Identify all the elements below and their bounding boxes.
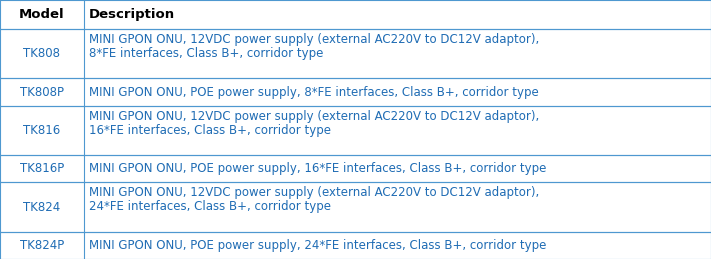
Text: TK808: TK808 bbox=[23, 47, 60, 60]
Text: MINI GPON ONU, POE power supply, 24*FE interfaces, Class B+, corridor type: MINI GPON ONU, POE power supply, 24*FE i… bbox=[89, 239, 546, 252]
Text: Model: Model bbox=[19, 8, 65, 21]
Text: 8*FE interfaces, Class B+, corridor type: 8*FE interfaces, Class B+, corridor type bbox=[89, 47, 324, 60]
Text: MINI GPON ONU, 12VDC power supply (external AC220V to DC12V adaptor),: MINI GPON ONU, 12VDC power supply (exter… bbox=[89, 110, 539, 123]
Text: MINI GPON ONU, POE power supply, 16*FE interfaces, Class B+, corridor type: MINI GPON ONU, POE power supply, 16*FE i… bbox=[89, 162, 546, 175]
Text: TK816P: TK816P bbox=[20, 162, 64, 175]
Text: MINI GPON ONU, 12VDC power supply (external AC220V to DC12V adaptor),: MINI GPON ONU, 12VDC power supply (exter… bbox=[89, 33, 539, 46]
Text: TK824P: TK824P bbox=[20, 239, 64, 252]
Text: TK816: TK816 bbox=[23, 124, 60, 137]
Text: TK824: TK824 bbox=[23, 200, 60, 213]
Text: MINI GPON ONU, POE power supply, 8*FE interfaces, Class B+, corridor type: MINI GPON ONU, POE power supply, 8*FE in… bbox=[89, 86, 539, 99]
Text: 24*FE interfaces, Class B+, corridor type: 24*FE interfaces, Class B+, corridor typ… bbox=[89, 200, 331, 213]
Text: MINI GPON ONU, 12VDC power supply (external AC220V to DC12V adaptor),: MINI GPON ONU, 12VDC power supply (exter… bbox=[89, 186, 539, 199]
Text: Description: Description bbox=[89, 8, 175, 21]
Text: TK808P: TK808P bbox=[20, 86, 64, 99]
Text: 16*FE interfaces, Class B+, corridor type: 16*FE interfaces, Class B+, corridor typ… bbox=[89, 124, 331, 137]
